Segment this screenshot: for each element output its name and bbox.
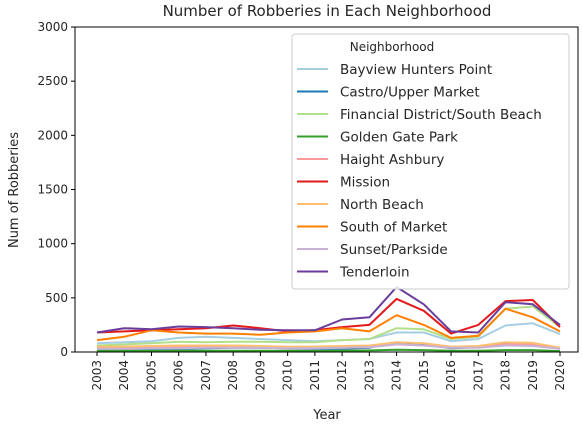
legend-label-9: Tenderloin [339,265,410,281]
x-tick-label: 2008 [226,360,240,391]
y-tick-label: 1000 [37,237,68,251]
series-line-6 [97,341,561,349]
legend-label-2: Financial District/South Beach [340,107,542,123]
legend: Neighborhood Bayview Hunters Point Castro/… [291,33,570,290]
legend-label-0: Bayview Hunters Point [340,62,492,78]
x-tick-label: 2018 [499,360,513,391]
series-line-9 [96,286,561,334]
legend-title: Neighborhood [350,40,435,54]
x-tick-label: 2011 [308,360,322,391]
legend-label-5: Mission [340,175,390,191]
x-tick-label: 2005 [144,360,158,391]
y-tick-label: 2000 [37,128,68,142]
x-tick-label: 2003 [90,360,104,391]
x-tick-label: 2016 [444,360,458,391]
x-tick-label: 2012 [335,360,349,391]
legend-label-6: North Beach [340,197,424,213]
y-tick-label: 0 [60,345,68,359]
x-tick-label: 2009 [253,360,267,391]
x-tick-label: 2019 [526,360,540,391]
x-tick-label: 2004 [117,360,131,391]
x-tick-label: 2017 [471,360,485,391]
series-lines [96,286,561,353]
x-tick-label: 2020 [553,360,567,391]
series-line-7 [96,307,561,342]
legend-label-7: South of Market [340,220,447,236]
legend-label-4: Haight Ashbury [340,152,444,168]
x-tick-label: 2007 [199,360,213,391]
x-tick-label: 2015 [417,360,431,391]
y-tick-label: 3000 [37,20,68,34]
legend-label-3: Golden Gate Park [340,130,458,146]
x-tick-label: 2014 [390,360,404,391]
series-line-3 [96,348,561,353]
series-line-5 [96,297,561,335]
y-tick-label: 2500 [37,74,68,88]
chart-title: Number of Robberies in Each Neighborhood [163,2,492,20]
x-axis-label: Year [312,408,341,423]
legend-box [291,33,570,290]
y-axis-label: Num of Robberies [7,132,22,248]
legend-label-8: Sunset/Parkside [340,242,448,258]
x-tick-label: 2006 [172,360,186,391]
x-tick-label: 2010 [281,360,295,391]
x-tick-label: 2013 [362,360,376,391]
axes: 0 500 1000 1500 2000 2500 3000 2003 2004 2005 2006… [37,20,579,391]
y-tick-label: 500 [45,291,68,305]
y-tick-label: 1500 [37,183,68,197]
legend-label-1: Castro/Upper Market [340,85,480,101]
series-line-8 [97,343,561,350]
